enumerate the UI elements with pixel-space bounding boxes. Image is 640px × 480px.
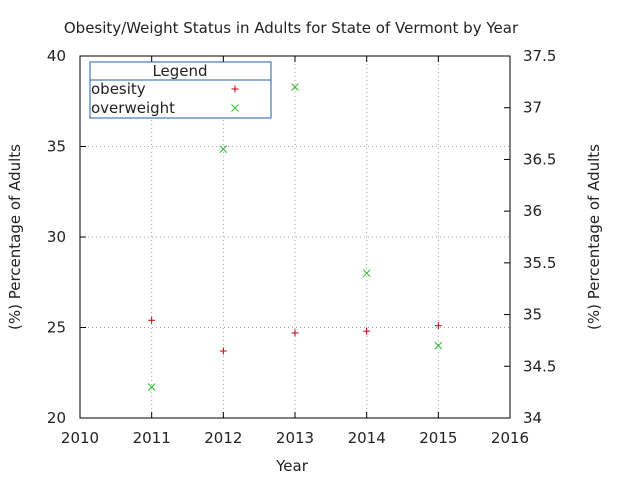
data-point-obesity bbox=[219, 347, 227, 355]
legend-title: Legend bbox=[152, 62, 207, 80]
legend-marker-obesity bbox=[231, 85, 239, 93]
legend-marker-overweight bbox=[231, 104, 239, 112]
data-point-overweight bbox=[291, 83, 299, 91]
legend-box bbox=[89, 61, 272, 119]
data-point-overweight bbox=[219, 145, 228, 153]
x-tick-labels: 2010 2011 2012 2013 2014 2015 2016 bbox=[61, 429, 529, 447]
y2-tick-label: 35.5 bbox=[523, 254, 556, 272]
y2-tick-label: 34.5 bbox=[523, 357, 556, 375]
x-tick-label: 2014 bbox=[348, 429, 386, 447]
data-point-obesity bbox=[148, 316, 156, 324]
y-axis-label: (%) Percentage of Adults bbox=[6, 144, 24, 330]
y2-tick-labels: 34 34.5 35 35.5 36 36.5 37 37.5 bbox=[523, 47, 556, 427]
data-point-obesity bbox=[291, 329, 299, 337]
data-points bbox=[147, 83, 443, 391]
data-point-obesity bbox=[363, 327, 371, 335]
y2-tick-label: 34 bbox=[523, 409, 542, 427]
legend-markers bbox=[231, 85, 239, 112]
data-point-obesity bbox=[434, 322, 442, 330]
chart-title: Obesity/Weight Status in Adults for Stat… bbox=[64, 19, 519, 37]
data-point-overweight bbox=[434, 341, 443, 350]
y2-tick-label: 36 bbox=[523, 202, 542, 220]
y-tick-labels: 20 25 30 35 40 bbox=[47, 47, 66, 427]
x-tick-label: 2012 bbox=[204, 429, 242, 447]
x-tick-label: 2010 bbox=[61, 429, 99, 447]
x-tick-label: 2013 bbox=[276, 429, 314, 447]
x-tick-label: 2011 bbox=[133, 429, 171, 447]
data-point-overweight bbox=[147, 383, 156, 391]
y2-tick-label: 37 bbox=[523, 99, 542, 117]
y2-axis-label: (%) Percentage of Adults bbox=[585, 144, 603, 330]
x-tick-label: 2016 bbox=[491, 429, 529, 447]
y2-tick-label: 35 bbox=[523, 306, 542, 324]
legend: Legend obesity overweight bbox=[89, 61, 272, 119]
y-tick-label: 40 bbox=[47, 47, 66, 65]
x-tick-label: 2015 bbox=[419, 429, 457, 447]
y2-tick-label: 36.5 bbox=[523, 150, 556, 168]
data-point-overweight bbox=[362, 269, 371, 278]
y-tick-label: 30 bbox=[47, 228, 66, 246]
ticks bbox=[79, 55, 511, 419]
x-axis-label: Year bbox=[275, 457, 309, 475]
y-tick-label: 35 bbox=[47, 138, 66, 156]
legend-label-overweight: overweight bbox=[91, 99, 175, 117]
legend-label-obesity: obesity bbox=[91, 80, 146, 98]
y2-tick-label: 37.5 bbox=[523, 47, 556, 65]
y-tick-label: 25 bbox=[47, 319, 66, 337]
y-tick-label: 20 bbox=[47, 409, 66, 427]
